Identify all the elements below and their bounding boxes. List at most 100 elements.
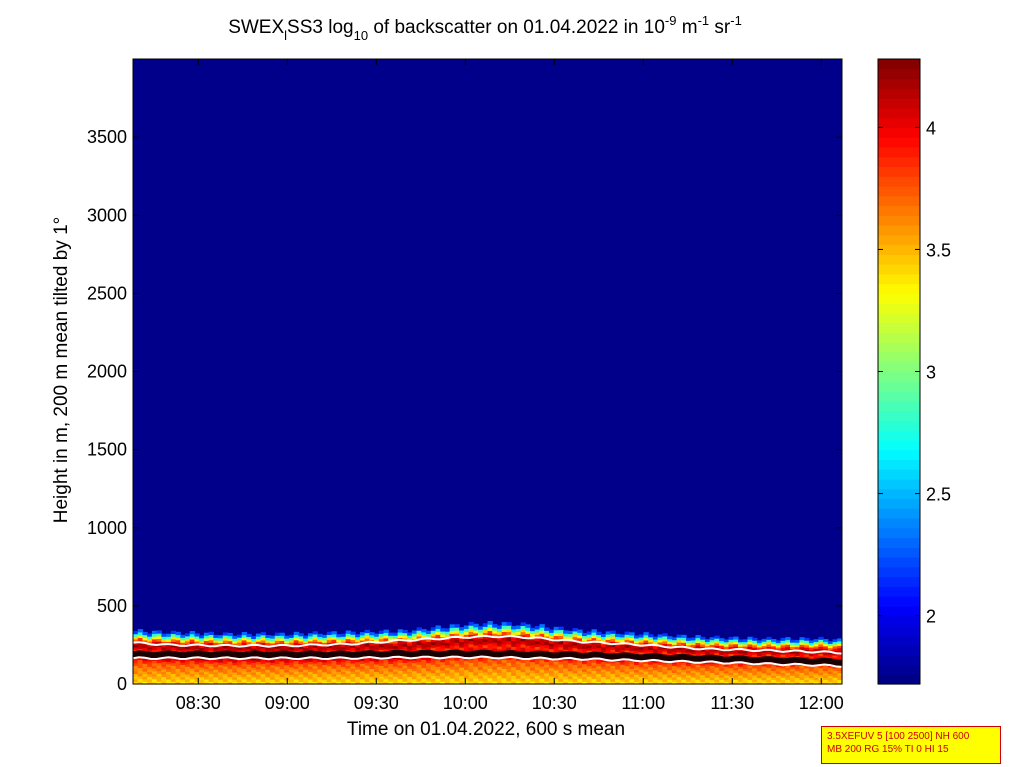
layer-cell xyxy=(667,669,673,673)
layer-cell xyxy=(695,676,701,680)
layer-cell xyxy=(723,679,730,683)
layer-cell xyxy=(246,638,252,643)
layer-cell xyxy=(780,656,786,660)
layer-cell xyxy=(756,673,763,676)
layer-cell xyxy=(170,670,177,674)
layer-cell xyxy=(388,666,394,670)
layer-cell xyxy=(392,658,399,662)
layer-cell xyxy=(265,681,271,685)
layer-cell xyxy=(790,679,796,683)
layer-cell xyxy=(260,668,266,672)
colorbar-band xyxy=(878,137,920,148)
layer-cell xyxy=(610,641,616,645)
layer-cell xyxy=(558,669,564,674)
layer-cell xyxy=(785,655,791,659)
layer-cell xyxy=(307,666,314,670)
layer-cell xyxy=(421,642,427,647)
layer-cell xyxy=(785,665,791,669)
layer-cell xyxy=(180,681,186,685)
layer-cell xyxy=(355,636,361,640)
layer-cell xyxy=(681,661,687,665)
layer-cell xyxy=(426,665,432,669)
layer-cell xyxy=(142,657,148,662)
layer-cell xyxy=(312,668,318,672)
layer-cell xyxy=(501,665,508,670)
layer-cell xyxy=(827,673,834,677)
layer-cell xyxy=(416,675,422,679)
layer-cell xyxy=(359,665,366,670)
layer-cell xyxy=(813,645,819,649)
layer-cell xyxy=(478,626,484,630)
layer-cell xyxy=(255,663,262,667)
layer-cell xyxy=(312,665,318,669)
colorbar-band xyxy=(878,654,920,666)
layer-cell xyxy=(530,678,536,682)
layer-cell xyxy=(151,646,158,650)
layer-cell xyxy=(374,638,380,642)
layer-cell xyxy=(449,633,456,637)
layer-cell xyxy=(501,643,508,648)
layer-cell xyxy=(274,635,281,639)
layer-cell xyxy=(411,670,418,674)
layer-cell xyxy=(818,672,824,676)
colorbar-band xyxy=(878,332,920,343)
layer-cell xyxy=(572,667,578,671)
layer-cell xyxy=(591,629,597,633)
layer-cell xyxy=(359,676,366,680)
layer-cell xyxy=(496,657,503,662)
layer-cell xyxy=(785,676,791,680)
layer-cell xyxy=(619,676,626,680)
layer-cell xyxy=(421,659,427,663)
layer-cell xyxy=(444,667,451,671)
layer-cell xyxy=(643,645,649,649)
layer-cell xyxy=(288,639,295,643)
layer-cell xyxy=(723,643,730,647)
layer-cell xyxy=(775,653,782,657)
layer-cell xyxy=(638,676,645,680)
layer-cell xyxy=(686,649,692,653)
layer-cell xyxy=(799,655,805,659)
layer-cell xyxy=(421,664,427,669)
layer-cell xyxy=(506,680,512,685)
layer-cell xyxy=(340,663,347,667)
layer-cell xyxy=(709,672,715,676)
layer-cell xyxy=(832,668,838,672)
layer-cell xyxy=(251,660,257,663)
layer-cell xyxy=(194,638,200,642)
layer-cell xyxy=(558,663,564,668)
layer-cell xyxy=(619,661,626,665)
layer-cell xyxy=(383,643,389,647)
layer-cell xyxy=(520,674,526,679)
layer-cell xyxy=(359,634,366,638)
layer-cell xyxy=(449,657,456,661)
layer-cell xyxy=(771,641,777,645)
layer-cell xyxy=(676,649,682,653)
layer-cell xyxy=(194,640,200,645)
layer-cell xyxy=(482,632,489,636)
layer-cell xyxy=(506,668,512,673)
colorbar-tick-label: 3 xyxy=(926,363,936,383)
layer-cell xyxy=(520,665,526,670)
layer-cell xyxy=(194,646,200,650)
layer-cell xyxy=(454,678,460,682)
layer-cell xyxy=(629,634,635,639)
layer-cell xyxy=(426,678,432,682)
colorbar-tick-label: 2.5 xyxy=(926,485,951,505)
layer-cell xyxy=(600,666,607,670)
layer-cell xyxy=(388,642,394,647)
layer-cell xyxy=(166,676,172,680)
layer-cell xyxy=(799,672,805,676)
layer-cell xyxy=(265,634,271,638)
layer-cell xyxy=(728,653,734,657)
layer-cell xyxy=(799,653,805,657)
layer-cell xyxy=(813,654,819,658)
layer-cell xyxy=(293,678,300,682)
layer-cell xyxy=(752,665,758,669)
layer-cell xyxy=(246,681,252,685)
layer-cell xyxy=(459,661,465,665)
layer-cell xyxy=(657,669,663,673)
layer-cell xyxy=(156,667,162,672)
layer-cell xyxy=(270,640,276,644)
layer-cell xyxy=(227,661,233,665)
layer-cell xyxy=(265,679,271,683)
